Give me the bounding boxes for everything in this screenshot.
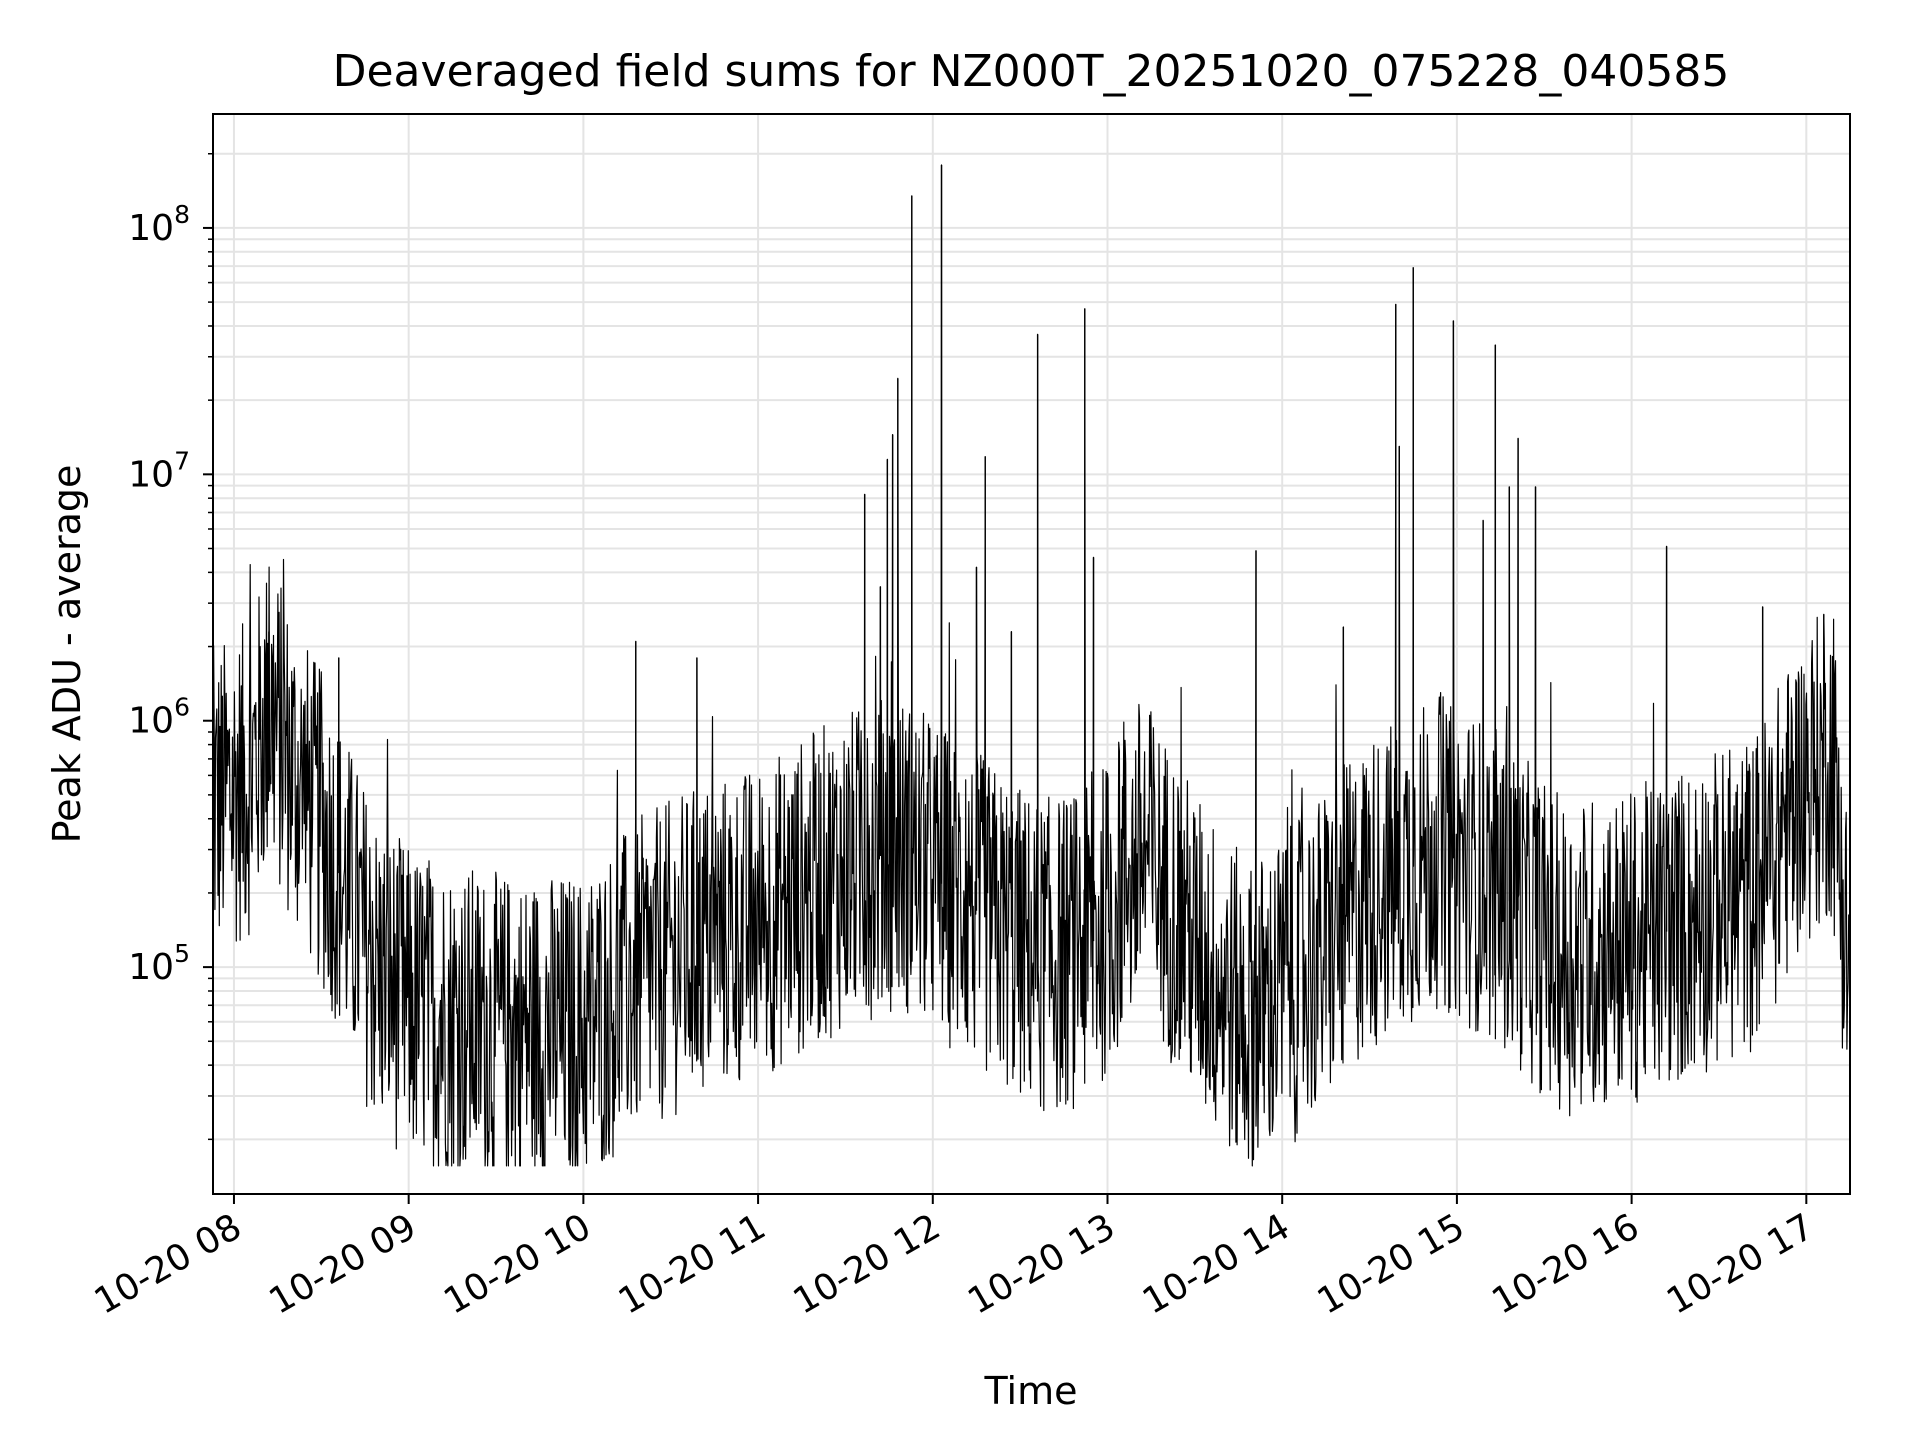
series-line (212, 164, 1851, 1167)
x-tick-label: 10-20 12 (787, 1206, 948, 1322)
x-tick-label: 10-20 15 (1311, 1206, 1472, 1322)
y-tick-label: 108 (128, 200, 190, 249)
chart-title: Deaveraged field sums for NZ000T_2025102… (333, 46, 1730, 97)
y-tick-label: 107 (128, 446, 190, 495)
x-tick-label: 10-20 17 (1660, 1206, 1821, 1322)
x-tick-label: 10-20 13 (961, 1206, 1122, 1322)
y-tick-label: 105 (128, 939, 190, 988)
x-tick-label: 10-20 09 (262, 1206, 423, 1322)
y-axis-ticks: 105 106 107 108 (128, 153, 213, 1141)
x-tick-label: 10-20 08 (88, 1206, 249, 1322)
x-tick-label: 10-20 14 (1136, 1206, 1297, 1322)
x-tick-label: 10-20 10 (437, 1206, 598, 1322)
y-axis-label: Peak ADU - average (45, 465, 89, 844)
x-tick-label: 10-20 16 (1485, 1206, 1646, 1322)
series-line-group (212, 164, 1851, 1167)
x-tick-label: 10-20 11 (612, 1206, 773, 1322)
x-axis-ticks: 10-20 08 10-20 09 10-20 10 10-20 11 10-20 12… (88, 1194, 1821, 1323)
plot-frame (212, 113, 1851, 1195)
y-tick-label: 106 (128, 693, 190, 742)
x-axis-label: Time (984, 1369, 1078, 1413)
